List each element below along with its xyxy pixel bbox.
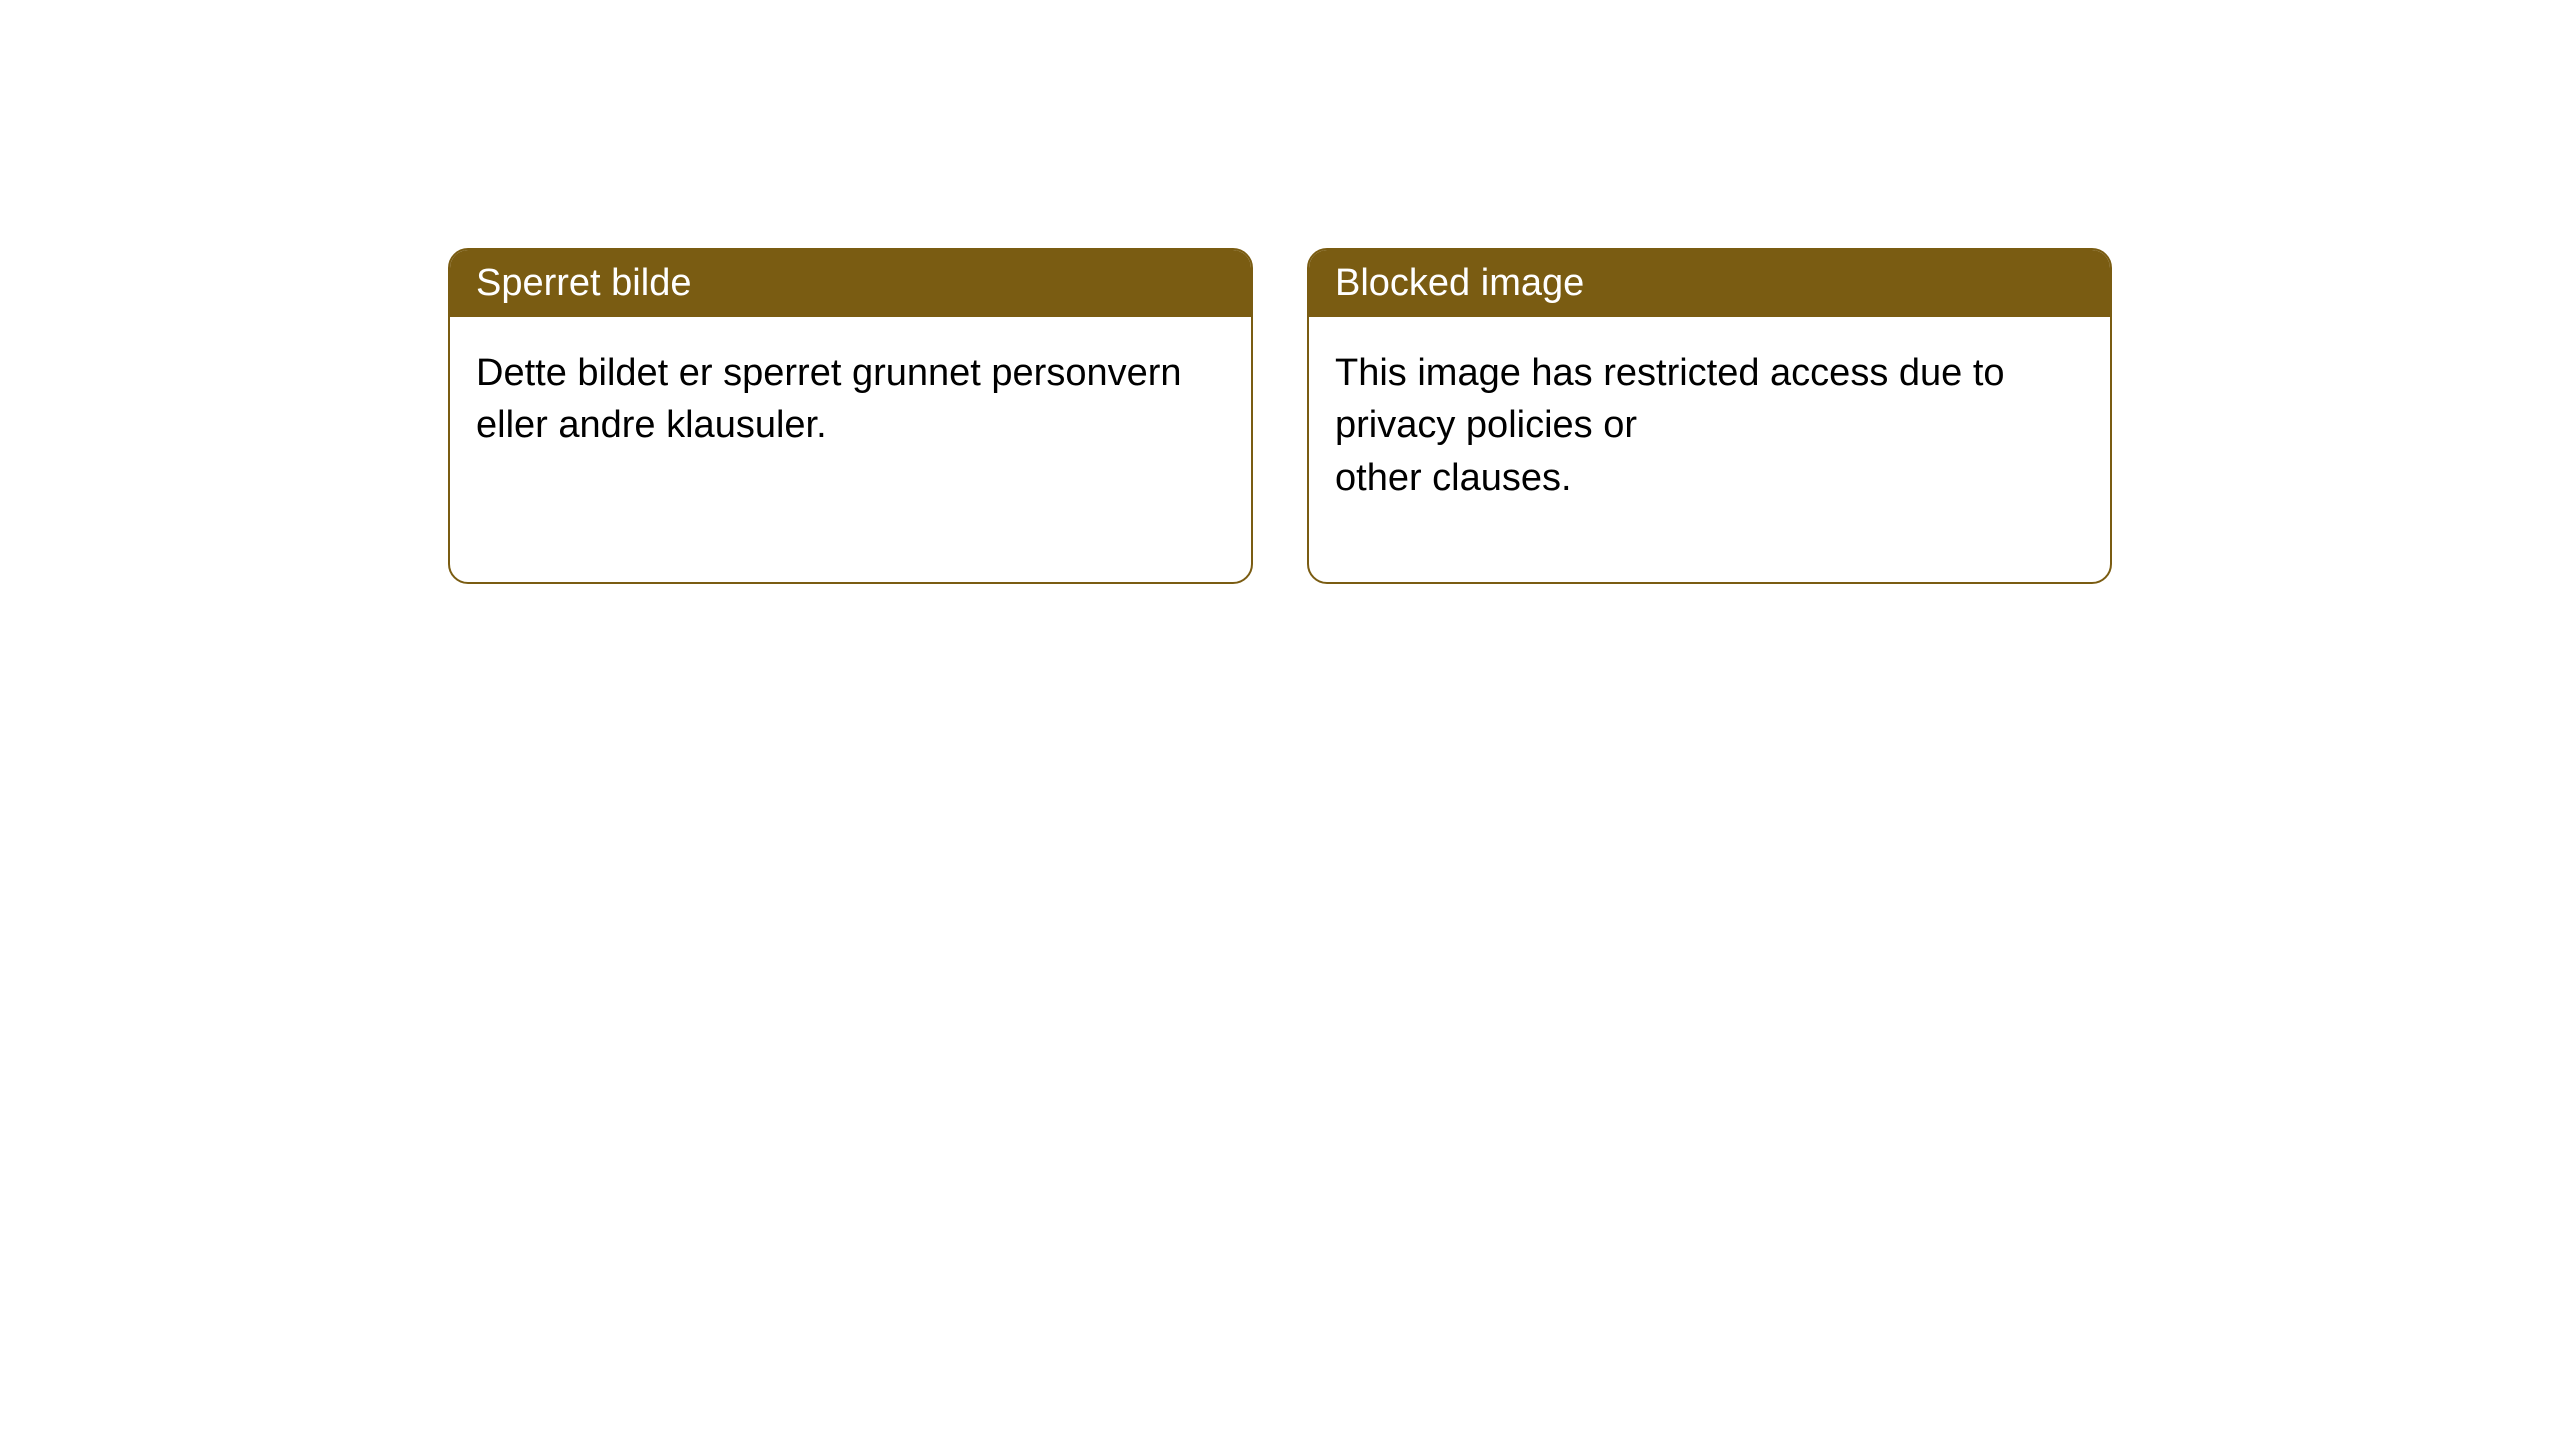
notice-body-english: This image has restricted access due to … [1309, 317, 2110, 534]
notice-card-english: Blocked image This image has restricted … [1307, 248, 2112, 584]
notice-header-english: Blocked image [1309, 250, 2110, 317]
notice-container: Sperret bilde Dette bildet er sperret gr… [448, 248, 2112, 584]
notice-header-norwegian: Sperret bilde [450, 250, 1251, 317]
notice-card-norwegian: Sperret bilde Dette bildet er sperret gr… [448, 248, 1253, 584]
notice-body-norwegian: Dette bildet er sperret grunnet personve… [450, 317, 1251, 482]
